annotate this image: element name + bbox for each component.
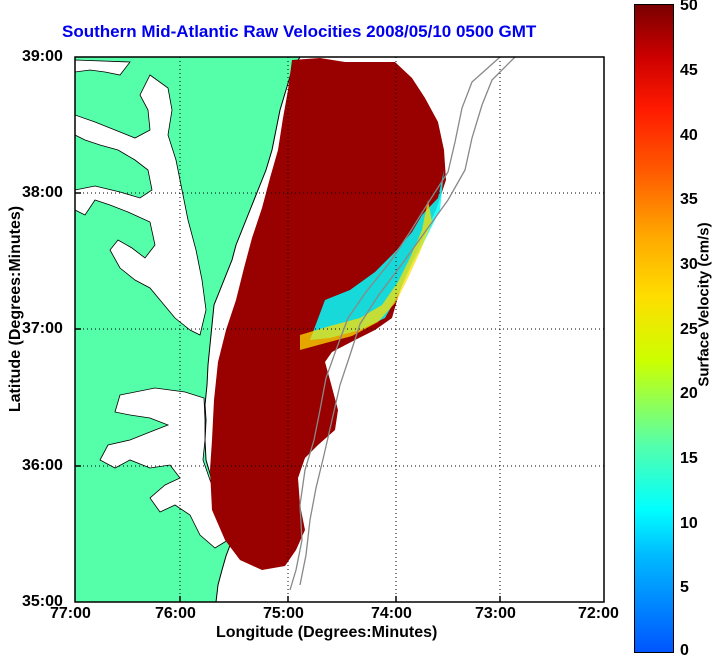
colorbar-tick: 15 — [680, 450, 698, 467]
colorbar-tick: 25 — [680, 321, 698, 338]
x-axis-label: Longitude (Degrees:Minutes) — [216, 624, 438, 641]
colorbar-tick: 5 — [680, 579, 689, 596]
chesapeake-bay — [75, 74, 207, 336]
x-tick-label: 77:00 — [50, 605, 91, 622]
x-tick-label: 73:00 — [475, 605, 516, 622]
colorbar-tick: 30 — [680, 256, 698, 273]
x-tick-label: 76:00 — [155, 605, 196, 622]
map-title: Southern Mid-Atlantic Raw Velocities 200… — [62, 22, 537, 41]
y-tick-label: 36:00 — [22, 457, 63, 474]
transition-band — [300, 200, 432, 350]
y-tick-label: 38:00 — [22, 184, 63, 201]
colorbar-tick: 35 — [680, 191, 698, 208]
colorbar-tick: 10 — [680, 515, 698, 532]
delaware-bay — [75, 59, 131, 76]
x-tick-label: 75:00 — [263, 605, 304, 622]
y-tick-label: 39:00 — [22, 48, 63, 65]
bathymetry-line — [299, 57, 516, 586]
colorbar-tick: 50 — [680, 0, 698, 14]
colorbar-tick: 20 — [680, 385, 698, 402]
colorbar-label: Surface Velocity (cm/s) — [695, 222, 713, 387]
y-tick-label: 37:00 — [22, 320, 63, 337]
colorbar-tick: 0 — [680, 642, 689, 659]
x-tick-label: 72:00 — [578, 605, 619, 622]
x-tick-label: 74:00 — [371, 605, 412, 622]
y-axis-label: Latitude (Degrees:Minutes) — [7, 205, 24, 413]
pamlico-sound — [99, 387, 229, 549]
gridlines — [75, 57, 604, 602]
low-velocity-band — [310, 170, 444, 340]
colorbar-tick: 45 — [680, 62, 698, 79]
colorbar — [634, 4, 674, 653]
colorbar-tick: 40 — [680, 127, 698, 144]
y-tick-label: 35:00 — [22, 593, 63, 610]
bathymetry-line — [289, 57, 501, 591]
